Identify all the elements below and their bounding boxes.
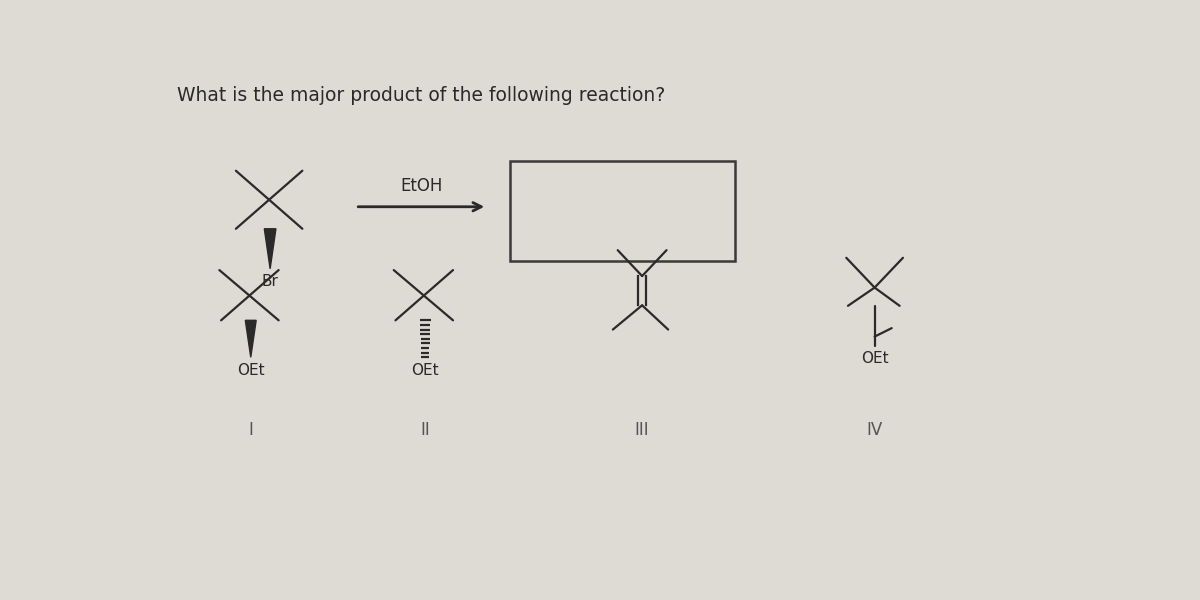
Text: OEt: OEt bbox=[860, 351, 888, 366]
Text: What is the major product of the following reaction?: What is the major product of the followi… bbox=[178, 86, 665, 105]
Text: IV: IV bbox=[866, 421, 883, 439]
Text: EtOH: EtOH bbox=[400, 177, 443, 195]
Polygon shape bbox=[264, 229, 276, 269]
Text: OEt: OEt bbox=[236, 362, 264, 377]
Text: Br: Br bbox=[262, 274, 278, 289]
Text: III: III bbox=[635, 421, 649, 439]
FancyBboxPatch shape bbox=[510, 161, 736, 260]
Text: OEt: OEt bbox=[412, 362, 439, 377]
Polygon shape bbox=[245, 320, 256, 357]
Text: II: II bbox=[420, 421, 430, 439]
Text: I: I bbox=[248, 421, 253, 439]
